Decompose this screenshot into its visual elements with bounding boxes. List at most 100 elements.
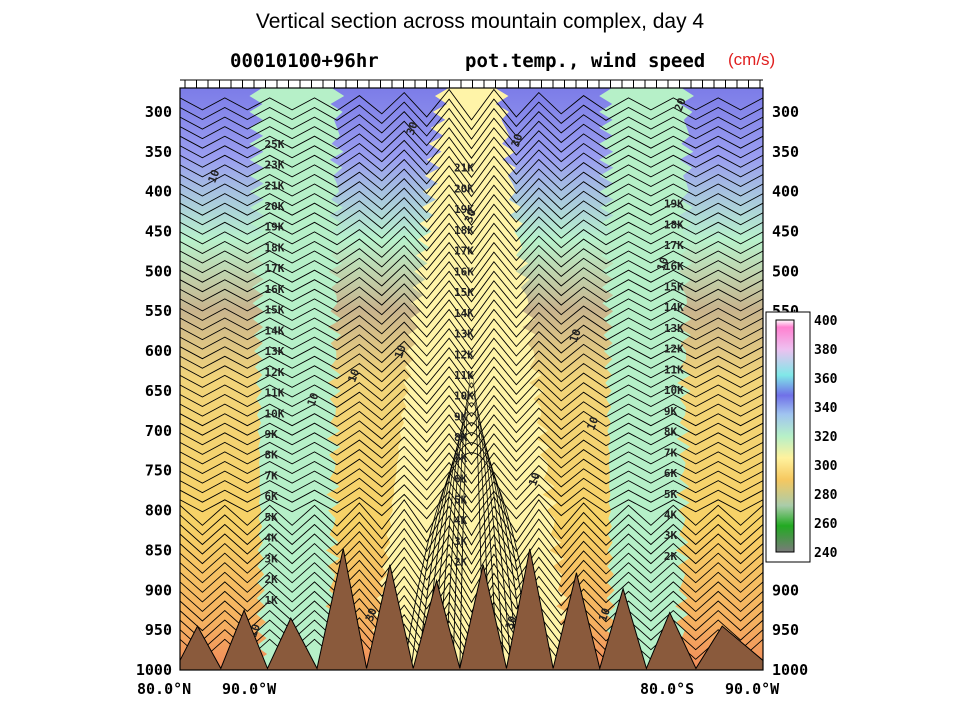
isentrope-label: 15K xyxy=(664,281,684,294)
isentrope-line xyxy=(180,155,763,188)
wind-speed-label: 10 xyxy=(206,168,223,185)
terrain xyxy=(180,548,763,670)
isentrope-label: 14K xyxy=(265,324,285,337)
plot-header: 00010100+96hr xyxy=(230,50,379,72)
isentrope-line xyxy=(180,553,763,594)
isentrope-label: 17K xyxy=(265,262,285,275)
wind-speed-label: 10 xyxy=(567,327,584,344)
isentrope-label: 8K xyxy=(454,431,468,444)
isentrope-label: 10K xyxy=(265,407,285,420)
isentrope-line xyxy=(180,280,763,313)
isentrope-labels: 25K 23K 21K 20K 19K 18K 17K 16K 15K 14K 13K 12K 11K 1… xyxy=(265,138,685,607)
isentrope-label: 13K xyxy=(265,345,285,358)
isentrope-line xyxy=(180,404,763,437)
isentrope-label: 14K xyxy=(454,307,474,320)
isentrope-label: 15K xyxy=(454,286,474,299)
wind-speed-label: 30 xyxy=(363,606,380,623)
isentrope-label: 18K xyxy=(664,218,684,231)
isentrope-label: 7K xyxy=(454,452,468,465)
x-tick-left-lat: 80.0°N xyxy=(137,680,191,698)
isentrope-line xyxy=(180,480,763,513)
y-tick-label-left: 950 xyxy=(145,621,172,639)
y-tick-label-left: 900 xyxy=(145,581,172,599)
isentrope-line xyxy=(180,203,763,236)
isentrope-line xyxy=(180,127,763,159)
y-tick-label-right: 900 xyxy=(772,581,799,599)
isentrope-label: 12K xyxy=(664,343,684,356)
isentrope-line xyxy=(180,184,763,217)
isentrope-line xyxy=(180,471,763,504)
isentrope-line xyxy=(180,562,763,604)
isentrope-line xyxy=(180,433,763,466)
isentrope-line xyxy=(180,174,763,207)
isentrope-label: 20K xyxy=(454,182,474,195)
isentrope-line xyxy=(180,505,763,546)
isentrope-label: 4K xyxy=(664,509,678,522)
wind-speed-contour xyxy=(417,432,526,670)
isentrope-line xyxy=(180,515,763,556)
isentrope-label: 1K xyxy=(265,594,279,607)
isentrope-label: 13K xyxy=(664,322,684,335)
isentrope-contours xyxy=(180,88,763,670)
isentrope-label: 13K xyxy=(454,328,474,341)
wind-speed-contour xyxy=(445,392,498,670)
wind-speed-contour xyxy=(403,452,540,670)
isentrope-label: 9K xyxy=(664,405,678,418)
y-tick-label-right: 300 xyxy=(772,103,799,121)
isentrope-line xyxy=(180,385,763,418)
isentrope-line xyxy=(180,88,763,121)
isentrope-line xyxy=(180,327,763,360)
isentrope-label: 5K xyxy=(664,488,678,501)
isentrope-line xyxy=(180,496,763,537)
top-tick-marks xyxy=(180,79,763,88)
isentrope-line xyxy=(180,356,763,389)
slide-title: Vertical section across mountain complex… xyxy=(255,10,705,33)
y-tick-label-left: 300 xyxy=(145,103,172,121)
isentrope-line xyxy=(180,452,763,485)
isentrope-line xyxy=(180,251,763,284)
wind-speed-label: 10 xyxy=(305,391,322,408)
isentrope-label: 10K xyxy=(454,390,474,403)
isentrope-line xyxy=(180,572,763,613)
y-axis-left: 300 350 400 450 500 550 600 650 700 750 800 850 900 9… xyxy=(136,103,172,679)
isentrope-label: 5K xyxy=(265,511,279,524)
isentrope-label: 23K xyxy=(265,159,285,172)
isentrope-label: 14K xyxy=(664,301,684,314)
wind-speed-label: 10 xyxy=(654,255,671,272)
wind-speed-label: 30 xyxy=(462,208,479,225)
isentrope-line xyxy=(180,213,763,246)
isentrope-label: 5K xyxy=(454,493,468,506)
isentrope-line xyxy=(180,146,763,179)
isentrope-label: 8K xyxy=(664,426,678,439)
wind-speed-contour xyxy=(452,382,491,670)
isentrope-line xyxy=(180,490,763,523)
y-tick-label-left: 400 xyxy=(145,183,172,201)
isentrope-label: 6K xyxy=(664,467,678,480)
isentrope-line xyxy=(180,107,763,140)
colorbar-tick-label: 400 xyxy=(814,314,838,329)
isentrope-label: 16K xyxy=(265,283,285,296)
wind-speed-label: 10 xyxy=(392,343,409,360)
wind-speed-label: 20 xyxy=(672,96,689,113)
isentrope-label: 9K xyxy=(454,410,468,423)
y-tick-label-left: 450 xyxy=(145,223,172,241)
isentrope-label: 19K xyxy=(454,203,474,216)
y-tick-label-right: 500 xyxy=(772,262,799,280)
isentrope-label: 21K xyxy=(454,162,474,175)
y-tick-label-right: 400 xyxy=(772,183,799,201)
x-tick-right-lat: 80.0°S xyxy=(640,680,694,698)
isentrope-label: 11K xyxy=(454,369,474,382)
isentrope-label: 3K xyxy=(664,529,678,542)
isentrope-line xyxy=(180,193,763,226)
isentrope-line xyxy=(180,534,763,575)
central-wind-band xyxy=(367,88,578,670)
isentrope-line xyxy=(180,347,763,380)
colorbar-tick-label: 320 xyxy=(814,430,838,445)
isentrope-line xyxy=(180,318,763,351)
y-tick-label-left: 800 xyxy=(145,502,172,520)
y-tick-label-left: 500 xyxy=(145,262,172,280)
isentrope-line xyxy=(180,222,763,255)
isentrope-line xyxy=(180,117,763,150)
isentrope-line xyxy=(180,270,763,303)
